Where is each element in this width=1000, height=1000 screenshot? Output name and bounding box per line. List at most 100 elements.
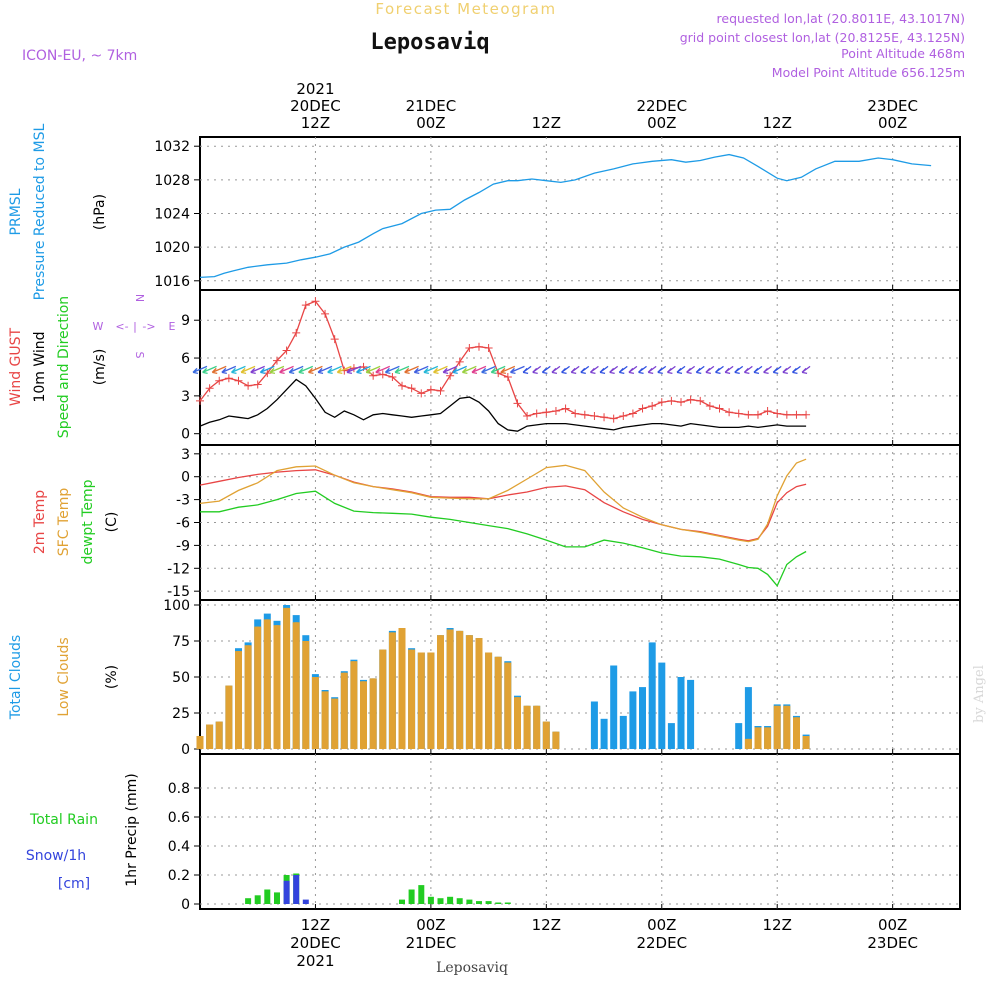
gust-point [628,409,637,418]
bar-snow-1h [302,899,309,904]
bar-low-clouds-inner [506,662,510,749]
side-label-wind: (m/s) [92,349,108,386]
wind-direction-arrow [384,365,400,375]
bottom-time-label: 12Z [532,916,561,934]
gust-point [311,297,320,306]
wind-direction-arrow [221,365,237,375]
bar-low-clouds-inner [804,736,808,749]
bottom-time-label: 2021 [296,952,334,970]
precip-axis-label: 1hr Precip (mm) [124,773,140,886]
bar-low-clouds-inner [419,652,423,749]
wind-direction-arrow [433,365,448,375]
gust-point [590,412,599,421]
wind-direction-arrow [551,365,561,375]
top-time-label: 2021 [296,80,334,98]
bar-low-clouds-inner [304,641,308,749]
precip-label-cm: [cm] [58,876,90,892]
wind-direction-arrow [327,365,342,375]
gust-point [330,335,339,344]
gust-point [773,409,782,418]
ytick-label-precip: 0 [181,897,190,913]
bar-low-clouds-inner [256,626,260,749]
wind-direction-arrow [657,365,667,375]
gust-point [744,410,753,419]
bar-total-rain [399,899,405,904]
bar-total-rain [427,896,434,905]
bar-low-clouds-inner [477,638,481,749]
bar-total-rain [418,885,425,904]
bar-total-rain [476,901,482,904]
gust-point [686,395,695,404]
wind-direction-arrow [423,365,439,375]
bar-total-clouds [600,718,608,749]
wind-direction-arrow [202,365,217,375]
bar-low-clouds-inner [208,724,212,749]
bar-total-rain [245,898,252,904]
wind-direction-arrow [307,365,323,375]
gust-point [542,408,551,417]
top-time-label: 23DEC [867,97,918,115]
bar-low-clouds-inner [198,736,202,749]
gust-point [657,398,666,407]
chart-marks [192,153,932,905]
bar-total-clouds [687,679,695,749]
ytick-label-pressure: 1032 [154,139,190,155]
gust-point [648,401,657,410]
gust-point [388,372,397,381]
wind-direction-arrow [589,365,599,375]
bar-low-clouds-inner [313,677,317,749]
top-time-label: 12Z [763,114,792,132]
wind-direction-arrow [452,365,468,375]
wind-direction-arrow [801,365,811,375]
bottom-time-label: 21DEC [406,934,457,952]
wind-direction-arrow [259,365,275,375]
ytick-label-precip: 0.6 [168,810,190,826]
gust-point [398,381,407,390]
bar-low-clouds-inner [217,721,221,749]
gust-point [244,381,253,390]
ytick-label-clouds: 0 [181,742,190,758]
bar-low-clouds-inner [265,619,269,749]
gust-point [503,372,512,381]
bar-low-clouds-inner [496,656,500,749]
wind-direction-arrow [461,365,477,375]
wind-direction-arrow [772,365,782,375]
wind-direction-arrow [500,365,516,375]
bottom-time-label: 20DEC [290,934,341,952]
side-label-clouds: Total Clouds [8,635,24,720]
bar-low-clouds-inner [381,649,385,749]
wind-direction-arrow [269,365,285,375]
compass-left: <- [115,320,128,333]
top-time-label: 00Z [647,114,676,132]
gust-point [205,384,214,393]
bar-low-clouds-inner [390,632,394,749]
gust-point [369,371,378,380]
ytick-label-pressure: 1016 [154,274,190,290]
side-label-pressure: PRMSL [8,188,24,235]
bar-low-clouds-inner [294,622,298,749]
ytick-label-wind: 9 [181,313,190,329]
wind-direction-arrow [279,365,294,375]
gust-point [272,356,281,365]
bar-snow-1h [283,880,290,904]
gust-point [378,370,387,379]
compass-right: -> [142,320,155,333]
wind-direction-arrow [211,365,227,375]
axis-labels: 1016 1020 1024 1028 1032 0 3 6 9 -15 -12 -9 -6 -3 0 3 0 2… [8,80,918,970]
bar-low-clouds-inner [746,738,750,749]
bar-low-clouds-inner [285,607,289,749]
ytick-label-clouds: 25 [172,706,190,722]
series-line-sfc-temp [199,458,807,543]
location-title: Leposaviq [370,30,489,55]
gust-point [734,409,743,418]
bottom-time-label: 22DEC [636,934,687,952]
wind-direction-arrow [413,365,429,375]
gust-point [446,371,455,380]
wind-direction-arrow [686,365,696,375]
top-time-label: 00Z [878,114,907,132]
gust-point [455,357,464,366]
gust-point [417,389,426,398]
gust-point [696,396,705,405]
bar-low-clouds-inner [410,649,414,749]
gust-point [619,412,628,421]
